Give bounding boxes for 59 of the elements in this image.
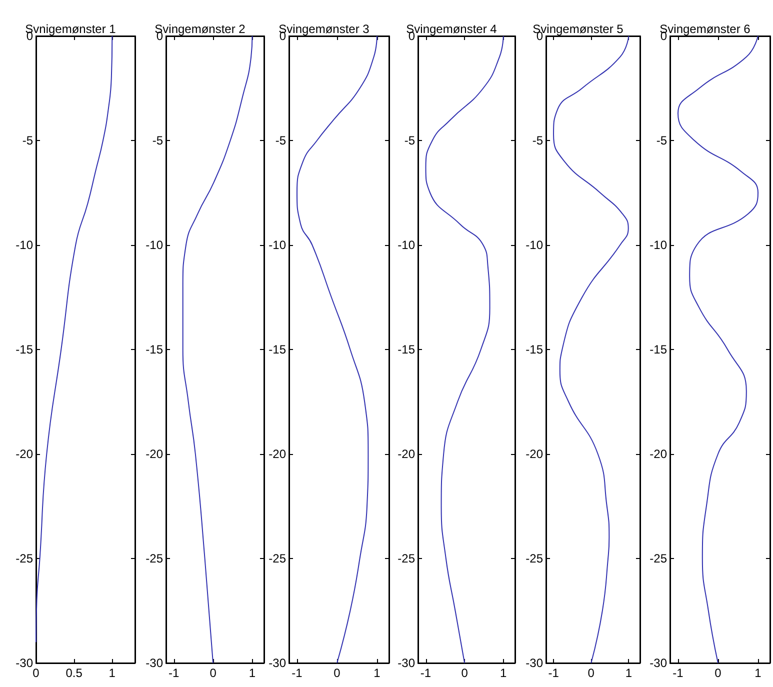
x-tick-label: 0	[714, 666, 722, 680]
y-tick-label: -20	[650, 447, 668, 461]
y-tick-label: -10	[398, 238, 416, 252]
y-tick-label: -20	[526, 447, 544, 461]
x-tick-label: -1	[672, 666, 684, 680]
x-tick-label: -1	[420, 666, 432, 680]
y-tick-label: -5	[152, 134, 164, 148]
y-tick-label: -25	[16, 552, 34, 566]
x-tick-label: 1	[374, 666, 381, 680]
x-tick-label: 1	[500, 666, 508, 680]
y-tick-label: -15	[16, 342, 34, 356]
y-tick-label: -30	[146, 656, 164, 670]
line-series	[678, 36, 758, 664]
y-tick-label: -5	[22, 134, 34, 148]
y-tick-label: -5	[656, 134, 668, 148]
y-tick-label: -20	[146, 447, 164, 461]
y-tick-label: -10	[146, 238, 164, 252]
y-tick-label: -30	[268, 656, 286, 670]
line-series	[553, 36, 630, 664]
y-tick-label: -10	[650, 238, 668, 252]
x-tick-label: 0	[588, 666, 595, 680]
y-tick-label: -5	[404, 134, 416, 148]
x-tick-label: 1	[754, 666, 762, 680]
y-tick-label: -10	[16, 238, 34, 252]
x-tick-label: 1	[625, 666, 632, 680]
x-tick-label: -1	[548, 666, 560, 680]
y-tick-label: -10	[526, 238, 544, 252]
line-series	[296, 36, 378, 664]
y-tick-label: -5	[275, 134, 286, 148]
y-tick-label: -30	[650, 656, 668, 670]
y-tick-label: -15	[650, 342, 668, 356]
x-tick-label: 0	[334, 666, 341, 680]
y-tick-label: -25	[268, 552, 286, 566]
y-tick-label: -5	[532, 134, 544, 148]
x-tick-label: 0.5	[66, 666, 83, 680]
y-tick-label: -30	[526, 656, 544, 670]
y-tick-label: -25	[398, 552, 416, 566]
y-tick-label: -20	[268, 447, 286, 461]
y-tick-label: -15	[146, 342, 164, 356]
y-tick-label: -25	[146, 552, 164, 566]
line-series	[36, 36, 113, 643]
y-tick-label: -30	[16, 656, 34, 670]
y-tick-label: -10	[268, 238, 286, 252]
x-tick-label: -1	[292, 666, 303, 680]
y-tick-label: -25	[526, 552, 544, 566]
y-tick-label: -25	[650, 552, 668, 566]
y-tick-label: -15	[526, 342, 544, 356]
y-tick-label: -30	[398, 656, 416, 670]
x-tick-label: 0	[461, 666, 468, 680]
line-series	[425, 36, 504, 664]
y-tick-label: -20	[398, 447, 416, 461]
x-tick-label: 1	[248, 666, 256, 680]
y-tick-label: -20	[16, 447, 34, 461]
x-tick-label: 1	[108, 666, 116, 680]
x-tick-label: -1	[168, 666, 180, 680]
line-series	[182, 36, 253, 664]
y-tick-label: -15	[268, 342, 286, 356]
y-tick-label: -15	[398, 342, 416, 356]
x-tick-label: 0	[210, 666, 217, 680]
